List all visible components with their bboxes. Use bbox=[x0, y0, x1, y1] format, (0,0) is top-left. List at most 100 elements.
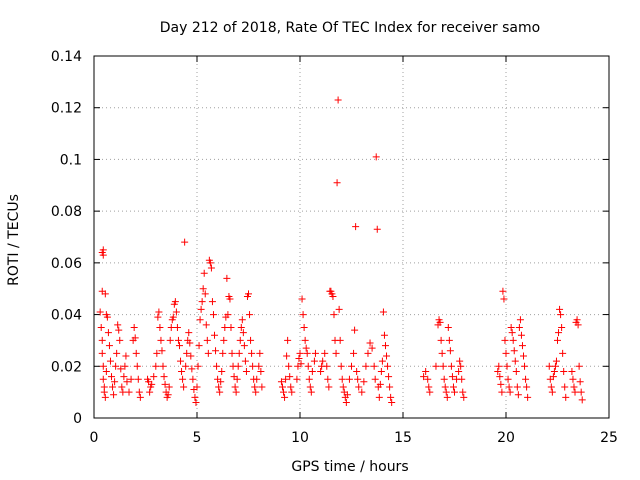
data-point bbox=[212, 347, 220, 355]
data-point bbox=[248, 349, 256, 357]
data-point bbox=[253, 375, 261, 383]
data-point bbox=[281, 393, 289, 401]
data-point bbox=[376, 380, 384, 388]
data-point bbox=[110, 391, 118, 399]
data-point bbox=[459, 388, 467, 396]
data-point bbox=[575, 362, 583, 370]
data-point bbox=[152, 362, 160, 370]
data-point bbox=[201, 290, 209, 298]
data-point bbox=[198, 298, 206, 306]
data-point bbox=[251, 383, 259, 391]
data-point bbox=[577, 388, 585, 396]
data-point bbox=[422, 367, 430, 375]
data-point bbox=[441, 383, 449, 391]
data-point bbox=[228, 349, 236, 357]
data-point bbox=[523, 383, 531, 391]
data-point bbox=[117, 365, 125, 373]
data-point bbox=[233, 375, 241, 383]
data-point bbox=[360, 378, 368, 386]
data-point bbox=[246, 311, 254, 319]
data-point bbox=[325, 383, 333, 391]
data-point bbox=[174, 336, 182, 344]
data-point bbox=[366, 339, 374, 347]
data-point bbox=[306, 383, 314, 391]
data-point bbox=[158, 347, 166, 355]
data-point bbox=[329, 292, 337, 300]
data-point bbox=[555, 329, 563, 337]
x-tick-label: 10 bbox=[291, 430, 309, 446]
data-point bbox=[495, 362, 503, 370]
data-point bbox=[502, 349, 510, 357]
data-point bbox=[219, 349, 227, 357]
data-point bbox=[238, 316, 246, 324]
data-point bbox=[98, 336, 106, 344]
data-point bbox=[153, 349, 161, 357]
axis-ticks bbox=[93, 55, 610, 419]
y-tick-label: 0.02 bbox=[51, 359, 82, 375]
data-point bbox=[293, 375, 301, 383]
data-point bbox=[379, 308, 387, 316]
data-point bbox=[113, 349, 121, 357]
y-axis-title: ROTI / TECUs bbox=[6, 194, 22, 286]
data-point bbox=[438, 349, 446, 357]
data-point bbox=[323, 362, 331, 370]
data-point bbox=[188, 365, 196, 373]
data-point bbox=[547, 383, 555, 391]
data-point bbox=[514, 391, 522, 399]
data-point bbox=[342, 398, 350, 406]
data-point bbox=[237, 324, 245, 331]
data-point bbox=[443, 393, 451, 401]
data-point bbox=[134, 375, 142, 383]
data-point bbox=[240, 342, 248, 350]
data-point bbox=[440, 375, 448, 383]
data-point bbox=[511, 357, 519, 365]
data-point bbox=[372, 153, 380, 161]
data-point bbox=[236, 336, 244, 344]
data-point bbox=[241, 357, 249, 365]
data-point bbox=[203, 336, 211, 344]
data-point bbox=[235, 349, 243, 357]
data-point bbox=[513, 383, 521, 391]
data-point bbox=[300, 324, 308, 331]
data-point bbox=[166, 336, 174, 344]
data-point bbox=[348, 362, 355, 370]
data-point bbox=[299, 311, 307, 319]
data-point bbox=[133, 362, 141, 370]
data-point bbox=[131, 334, 139, 342]
data-point bbox=[444, 324, 452, 331]
data-point bbox=[231, 383, 239, 391]
data-point bbox=[249, 362, 257, 370]
data-point bbox=[510, 347, 518, 355]
data-point bbox=[307, 388, 315, 396]
data-point bbox=[189, 375, 197, 383]
data-point bbox=[187, 352, 195, 360]
data-point bbox=[209, 311, 217, 319]
data-point bbox=[296, 349, 304, 357]
data-point bbox=[445, 336, 453, 344]
data-point bbox=[378, 357, 386, 365]
data-point bbox=[286, 373, 294, 381]
data-point bbox=[387, 393, 395, 401]
data-point bbox=[287, 383, 295, 391]
data-point bbox=[159, 362, 167, 370]
x-axis-title: GPS time / hours bbox=[291, 459, 408, 475]
data-point bbox=[354, 375, 362, 383]
data-point bbox=[199, 285, 207, 293]
data-point bbox=[171, 298, 179, 306]
y-tick-label: 0.14 bbox=[51, 49, 82, 65]
data-point bbox=[504, 375, 512, 383]
data-point bbox=[336, 336, 344, 344]
data-point bbox=[460, 393, 468, 401]
data-point bbox=[154, 313, 162, 321]
data-point bbox=[298, 295, 306, 303]
data-point bbox=[512, 367, 520, 375]
data-point bbox=[449, 383, 457, 391]
data-point bbox=[576, 378, 584, 386]
data-point bbox=[321, 349, 329, 357]
data-point bbox=[517, 331, 525, 339]
data-point bbox=[420, 373, 428, 381]
data-point bbox=[208, 298, 216, 306]
grid bbox=[94, 56, 609, 418]
data-point bbox=[521, 362, 529, 370]
